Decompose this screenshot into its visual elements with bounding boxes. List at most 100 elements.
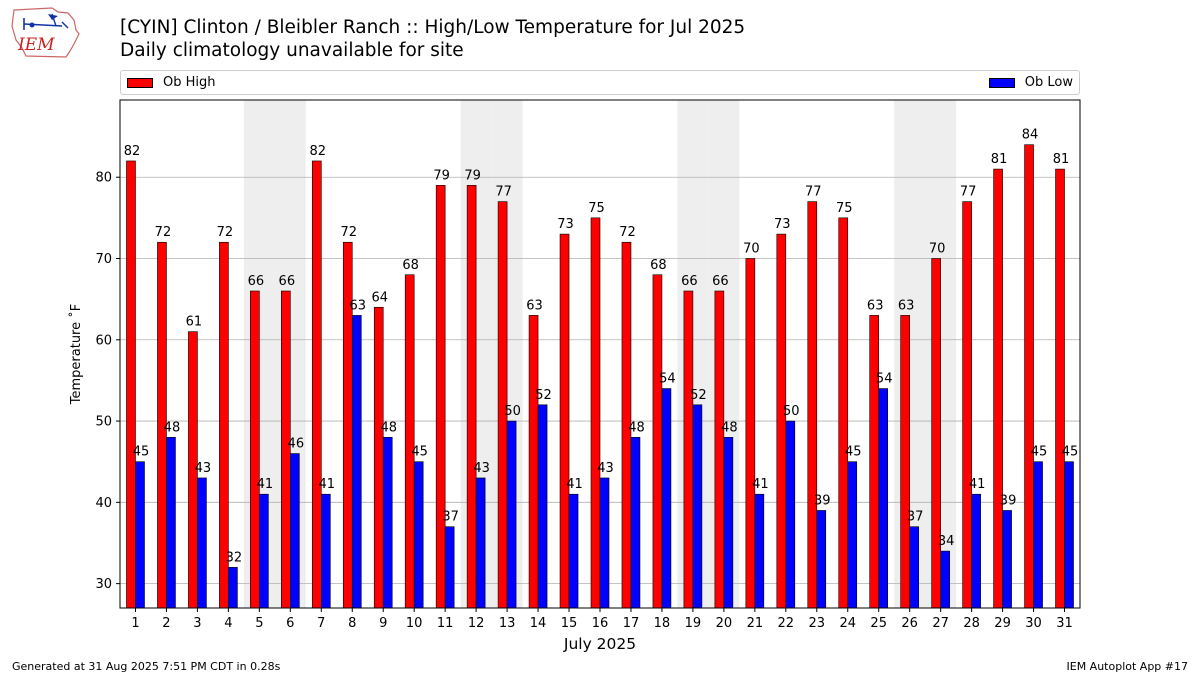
bar-ob-high-11: [435, 185, 446, 609]
plot-frame: [119, 99, 1081, 609]
bar-ob-low-3: [197, 477, 207, 609]
value-label-ob-low-5: 41: [257, 477, 274, 492]
y-axis-label: Temperature ˚F: [68, 304, 84, 405]
value-label-ob-high-2: 72: [155, 225, 172, 240]
x-tick-label-13: 13: [499, 616, 516, 631]
value-label-ob-high-31: 81: [1053, 152, 1070, 167]
bar-ob-high-19: [683, 290, 694, 609]
bar-ob-low-26: [909, 526, 919, 609]
legend-label-ob-high: Ob High: [163, 75, 216, 90]
bar-ob-high-21: [745, 258, 756, 609]
bar-ob-low-5: [259, 493, 269, 609]
value-label-ob-low-28: 41: [969, 477, 986, 492]
x-tick-label-25: 25: [870, 616, 887, 631]
value-label-ob-high-10: 68: [402, 258, 419, 273]
value-label-ob-high-20: 66: [712, 274, 729, 289]
bar-ob-high-6: [281, 290, 291, 609]
bar-ob-high-16: [590, 217, 601, 609]
bar-ob-low-29: [1002, 510, 1012, 609]
x-tick-label-15: 15: [561, 616, 578, 631]
shade-band-13: [491, 100, 523, 608]
value-label-ob-high-18: 68: [650, 258, 667, 273]
bar-ob-low-9: [382, 437, 393, 609]
value-label-ob-high-12: 79: [464, 168, 481, 183]
legend-item-ob-low: Ob Low: [988, 75, 1073, 90]
bar-ob-high-9: [373, 306, 384, 609]
value-label-ob-low-20: 48: [721, 420, 738, 435]
x-tick-label-4: 4: [224, 616, 232, 631]
value-label-ob-high-25: 63: [867, 298, 884, 313]
bar-ob-low-31: [1064, 461, 1074, 609]
bar-ob-high-7: [311, 160, 322, 609]
x-tick-label-1: 1: [131, 616, 139, 631]
x-axis-label: July 2025: [563, 635, 636, 653]
chart-title: [CYIN] Clinton / Bleibler Ranch :: High/…: [120, 17, 746, 38]
legend-swatch-ob-high: [127, 77, 153, 88]
value-label-ob-high-27: 70: [929, 241, 946, 256]
bar-ob-low-20: [723, 437, 734, 609]
y-tick-label-40: 40: [95, 496, 112, 511]
chart-subtitle: Daily climatology unavailable for site: [120, 40, 464, 61]
bar-ob-high-27: [931, 258, 941, 609]
bar-ob-high-14: [528, 315, 539, 609]
y-tick-label-80: 80: [95, 171, 112, 186]
value-label-ob-low-15: 41: [566, 477, 583, 492]
bar-ob-low-18: [661, 388, 672, 609]
bar-ob-high-28: [962, 201, 972, 609]
value-label-ob-low-21: 41: [752, 477, 769, 492]
value-label-ob-high-4: 72: [217, 225, 234, 240]
shade-band-27: [925, 100, 957, 608]
bar-ob-low-11: [444, 526, 455, 609]
x-tick-label-22: 22: [778, 616, 795, 631]
value-label-ob-high-15: 73: [557, 217, 574, 232]
bar-ob-high-4: [219, 241, 229, 609]
shade-band-19: [677, 100, 709, 608]
x-tick-label-31: 31: [1056, 616, 1073, 631]
bar-ob-low-19: [692, 404, 703, 609]
bar-ob-high-8: [342, 241, 353, 609]
shade-band-6: [274, 100, 306, 608]
value-label-ob-high-1: 82: [124, 144, 141, 159]
value-label-ob-low-17: 48: [628, 420, 645, 435]
bar-ob-low-7: [320, 493, 331, 609]
iem-logo-text: IEM: [17, 35, 55, 55]
x-tick-label-19: 19: [685, 616, 702, 631]
bar-ob-high-15: [559, 233, 570, 609]
value-label-ob-high-6: 66: [279, 274, 296, 289]
value-label-ob-low-1: 45: [133, 445, 150, 460]
y-tick-label-60: 60: [95, 333, 112, 348]
bar-ob-low-27: [940, 550, 950, 609]
value-label-ob-low-19: 52: [690, 388, 707, 403]
value-label-ob-low-27: 34: [938, 534, 955, 549]
bar-ob-low-14: [537, 404, 548, 609]
value-label-ob-low-14: 52: [535, 388, 552, 403]
y-tick-label-50: 50: [95, 415, 112, 430]
bar-ob-high-26: [900, 315, 910, 609]
x-tick-label-5: 5: [255, 616, 263, 631]
bar-ob-low-30: [1033, 461, 1043, 609]
bar-ob-low-10: [413, 461, 424, 609]
x-tick-label-27: 27: [932, 616, 949, 631]
legend-label-ob-low: Ob Low: [1024, 75, 1073, 90]
value-label-ob-low-18: 54: [659, 372, 676, 387]
shade-band-5: [243, 100, 275, 608]
x-tick-label-2: 2: [162, 616, 170, 631]
value-label-ob-high-11: 79: [433, 168, 450, 183]
bar-ob-low-2: [166, 437, 176, 609]
bar-ob-high-22: [776, 233, 787, 609]
x-tick-label-30: 30: [1025, 616, 1042, 631]
value-label-ob-high-29: 81: [991, 152, 1008, 167]
x-tick-label-23: 23: [809, 616, 826, 631]
x-tick-label-26: 26: [901, 616, 918, 631]
bar-ob-high-5: [250, 290, 260, 609]
shade-band-26: [894, 100, 926, 608]
x-tick-label-11: 11: [437, 616, 454, 631]
value-label-ob-high-24: 75: [836, 201, 853, 216]
value-label-ob-low-9: 48: [380, 420, 397, 435]
x-tick-label-6: 6: [286, 616, 294, 631]
value-label-ob-high-17: 72: [619, 225, 636, 240]
value-label-ob-low-8: 63: [349, 298, 366, 313]
value-label-ob-high-9: 64: [371, 290, 388, 305]
x-tick-label-29: 29: [994, 616, 1011, 631]
x-tick-label-9: 9: [379, 616, 387, 631]
